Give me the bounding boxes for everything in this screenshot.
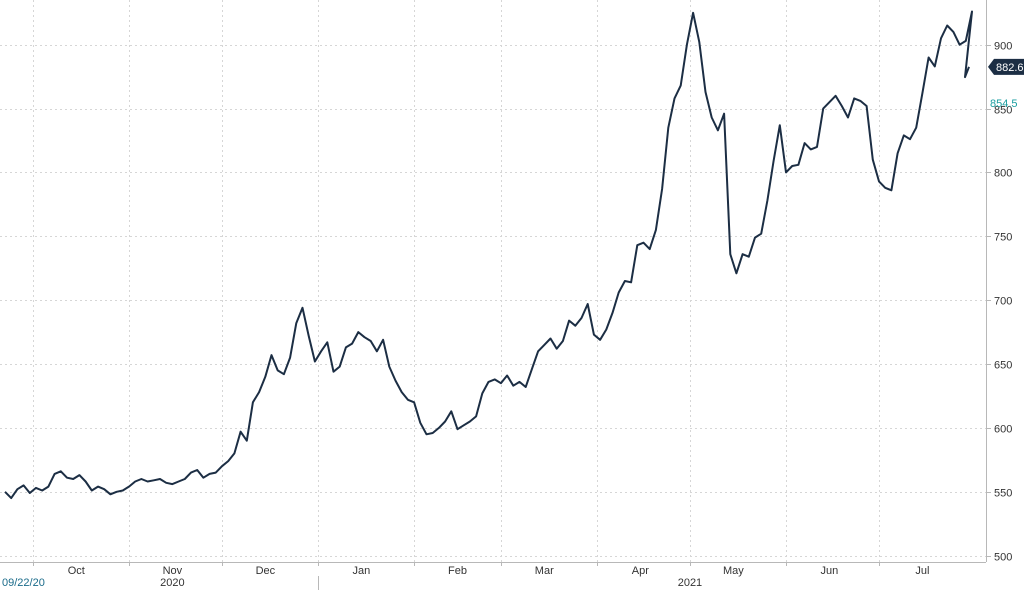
y-tick-label: 800 [994, 168, 1012, 180]
y-tick-label: 500 [994, 552, 1012, 564]
y-tick-label: 900 [994, 41, 1012, 53]
x-tick-label: Feb [448, 565, 467, 577]
year-labels: 2020 2021 [160, 577, 702, 589]
series-line [4, 10, 973, 500]
year-label: 2020 [160, 577, 184, 589]
x-tick-label: Nov [163, 565, 183, 577]
x-tick-label: Mar [535, 565, 554, 577]
x-tick-labels: SepOctNovDecJanFebMarAprMayJunJul [68, 565, 930, 577]
x-tick-label: Jan [353, 565, 371, 577]
y-tick-label: 650 [994, 360, 1012, 372]
last-value-label: 882.6 [996, 62, 1024, 74]
x-tick-label: Oct [68, 565, 85, 577]
plot-background [0, 0, 986, 562]
x-tick-label: Apr [632, 565, 649, 577]
y-tick-label: 750 [994, 232, 1012, 244]
last-value-tag-shape [988, 58, 1024, 75]
x-tick-label: May [723, 565, 744, 577]
y-tick-labels: 500 550 600 650 700 750 800 850 900 [994, 41, 1012, 564]
grid-lines [0, 0, 991, 590]
reference-value-label: 854.5 [990, 98, 1018, 110]
start-date-label: 09/22/20 [2, 577, 45, 589]
last-value-tag: 882.6 [988, 58, 1024, 75]
x-tick-label: Jun [821, 565, 839, 577]
y-tick-label: 550 [994, 488, 1012, 500]
x-tick-label: Dec [256, 565, 276, 577]
y-tick-label: 600 [994, 424, 1012, 436]
y-tick-label: 850 [994, 105, 1012, 117]
axes [0, 0, 987, 563]
x-tick-label: Jul [915, 565, 929, 577]
y-tick-label: 700 [994, 296, 1012, 308]
year-label: 2021 [678, 577, 702, 589]
